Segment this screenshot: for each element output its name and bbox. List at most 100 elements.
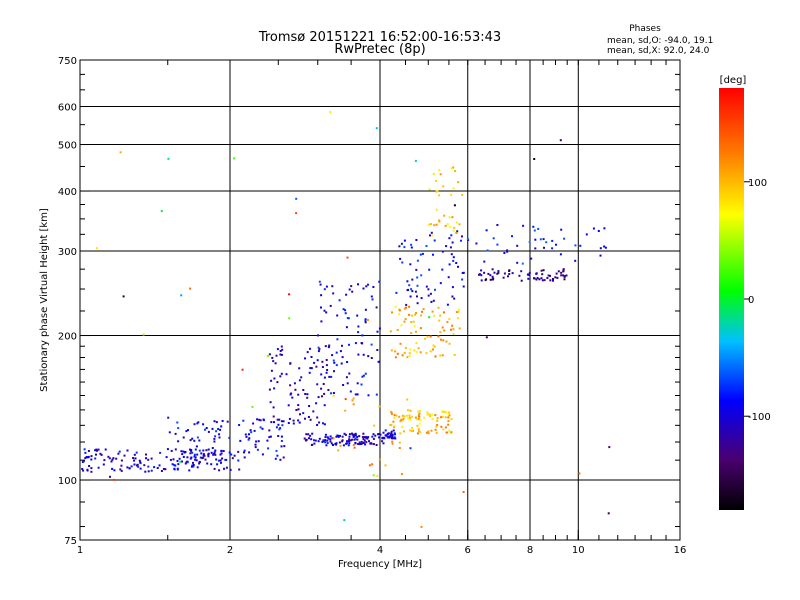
data-point (406, 398, 409, 401)
data-point (339, 350, 342, 353)
data-point (250, 431, 253, 434)
data-point (275, 426, 278, 429)
data-point (395, 414, 398, 417)
data-point (333, 370, 335, 373)
data-point (376, 349, 379, 351)
data-point (361, 375, 364, 378)
data-point (310, 367, 313, 370)
data-point (367, 283, 369, 286)
colorbar-ticks: 100 0 -100 (744, 178, 771, 423)
data-point (266, 439, 269, 442)
data-point (199, 456, 202, 459)
data-point (332, 359, 335, 362)
data-point (456, 317, 459, 320)
data-point (210, 463, 213, 466)
data-point (447, 412, 450, 415)
data-point (480, 269, 483, 272)
y-tick-label: 75 (64, 536, 77, 547)
data-point (193, 439, 196, 442)
data-point (325, 311, 328, 314)
data-point (145, 453, 147, 456)
data-point (336, 338, 339, 341)
data-point (115, 457, 118, 460)
data-point (87, 456, 89, 459)
data-point (363, 436, 366, 439)
data-point (256, 448, 259, 451)
data-point (541, 273, 544, 276)
data-point (335, 443, 338, 446)
data-point (372, 443, 375, 446)
data-point (343, 519, 346, 522)
data-point (190, 449, 192, 452)
data-point (415, 268, 418, 271)
data-point (545, 241, 548, 244)
data-point (451, 241, 454, 244)
data-point (351, 433, 354, 436)
data-point (399, 432, 402, 435)
data-point (318, 421, 321, 424)
data-point (370, 343, 373, 346)
data-point (280, 420, 283, 423)
data-point (305, 433, 308, 436)
data-point (461, 235, 463, 238)
data-point (417, 414, 420, 417)
data-point (110, 460, 113, 463)
data-point (409, 418, 412, 421)
data-point (194, 448, 197, 451)
data-point (403, 415, 406, 418)
data-point (356, 382, 359, 385)
data-point (261, 427, 264, 430)
data-point (447, 416, 450, 419)
data-point (552, 279, 554, 282)
data-point (322, 439, 325, 442)
x-tick-label: 16 (674, 545, 687, 556)
data-point (431, 310, 434, 313)
data-point (90, 458, 93, 461)
data-point (333, 361, 336, 364)
data-point (370, 357, 373, 359)
data-point (556, 276, 559, 279)
data-point (403, 246, 406, 249)
data-point (483, 260, 486, 263)
data-point (448, 318, 451, 321)
data-point (563, 237, 566, 240)
data-point (144, 470, 147, 473)
data-point (248, 433, 250, 436)
data-point (492, 277, 495, 280)
data-point (326, 439, 329, 442)
data-point (552, 278, 554, 280)
data-point (316, 416, 319, 419)
data-point (95, 453, 97, 456)
data-point (191, 451, 194, 454)
data-point (221, 457, 224, 460)
data-point (111, 458, 114, 461)
data-point (363, 439, 366, 442)
data-point (452, 256, 455, 259)
data-point (409, 409, 412, 412)
data-point (266, 354, 269, 357)
axis-ticks: 1 2 4 6 8 10 16 75 100 200 300 400 500 600 750 (58, 56, 686, 556)
data-point (367, 436, 370, 439)
data-point (267, 447, 270, 450)
data-point (433, 239, 436, 242)
data-point (555, 272, 558, 275)
data-point (444, 410, 447, 413)
data-point (452, 187, 455, 190)
data-point (419, 351, 422, 354)
data-point (329, 111, 332, 114)
data-point (415, 418, 418, 421)
data-point (416, 295, 418, 298)
data-point (423, 416, 426, 419)
data-point (450, 431, 453, 434)
data-point (403, 320, 406, 323)
data-point (446, 431, 449, 434)
data-point (378, 405, 381, 408)
data-point (104, 448, 107, 451)
data-point (416, 432, 419, 435)
data-point (439, 282, 442, 285)
data-point (317, 346, 320, 349)
data-point (401, 261, 404, 264)
data-point (487, 272, 490, 275)
data-point (406, 414, 409, 417)
data-point (329, 438, 332, 441)
